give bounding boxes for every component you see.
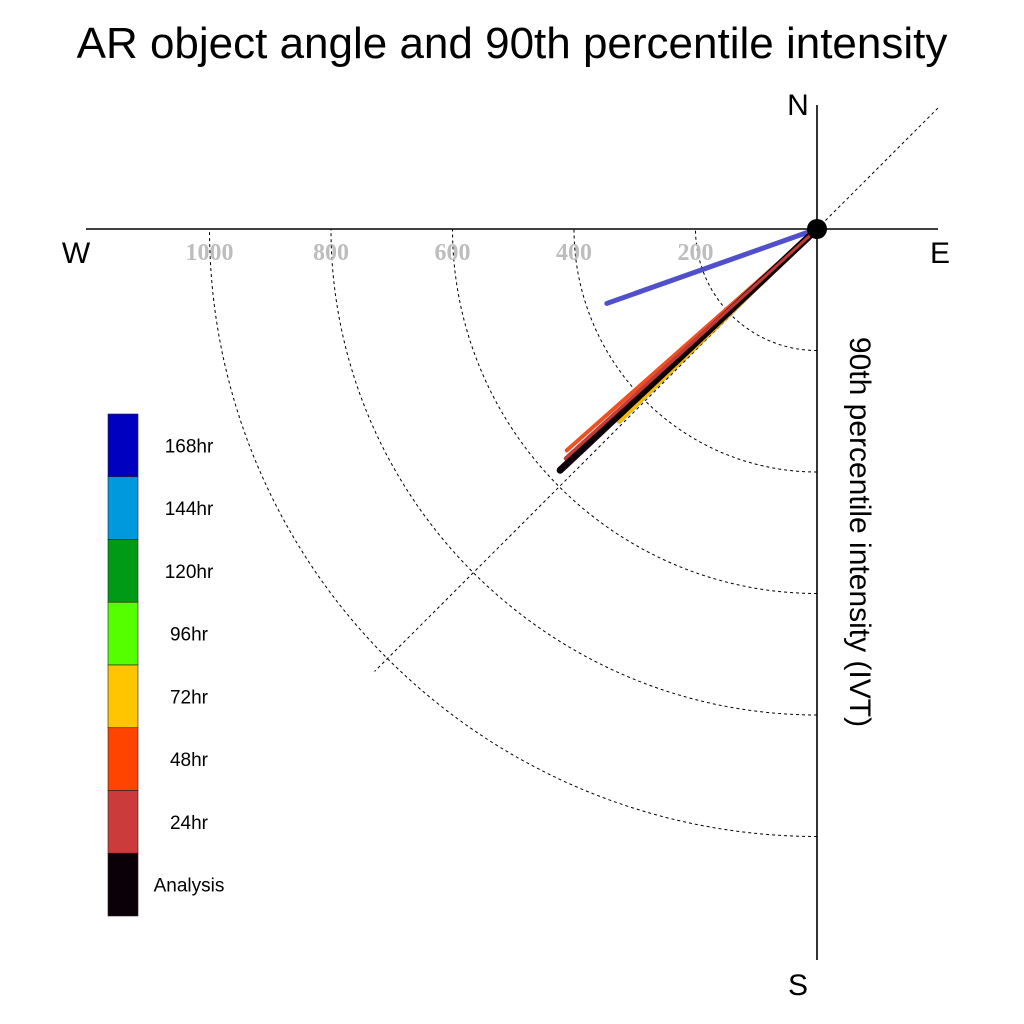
- legend-swatch-96hr: [107, 601, 139, 666]
- legend-label-analysis: Analysis: [154, 876, 225, 897]
- origin-marker: [807, 219, 827, 239]
- legend-swatch-analysis: [107, 852, 139, 917]
- east-label: E: [930, 237, 950, 270]
- intensity-axis-title: 90th percentile intensity (IVT): [843, 337, 876, 727]
- legend-swatch-120hr: [107, 539, 139, 603]
- chart-title: AR object angle and 90th percentile inte…: [77, 19, 948, 68]
- tick-label-800: 800: [313, 240, 349, 266]
- legend-label-96hr: 96hr: [170, 625, 209, 646]
- series-vectors: [556, 225, 821, 474]
- series-vector-168hr: [604, 226, 820, 306]
- radial-tick-labels: 200 400 600 800 1000: [186, 240, 714, 266]
- grid-arc-600: [452, 228, 818, 594]
- tick-label-200: 200: [678, 240, 714, 266]
- northeast-diagonal: [816, 105, 941, 230]
- tick-label-400: 400: [556, 240, 592, 266]
- legend-swatch-168hr: [107, 413, 139, 478]
- series-vector-24hr-overlay: [564, 227, 819, 460]
- north-label: N: [787, 89, 809, 122]
- legend-label-144hr: 144hr: [165, 499, 214, 520]
- legend-swatch-24hr: [107, 790, 139, 854]
- legend-label-24hr: 24hr: [170, 813, 209, 834]
- legend-swatch-48hr: [107, 727, 139, 791]
- tick-label-1000: 1000: [186, 240, 234, 266]
- legend-label-48hr: 48hr: [170, 750, 209, 771]
- legend-label-168hr: 168hr: [165, 436, 214, 457]
- west-label: W: [62, 237, 91, 270]
- grid-arc-400: [573, 228, 818, 473]
- legend-swatch-144hr: [107, 476, 139, 540]
- south-label: S: [788, 969, 808, 1002]
- grid-arc-1000: [209, 228, 818, 837]
- grid-arc-200: [695, 228, 818, 351]
- tick-label-600: 600: [435, 240, 471, 266]
- legend-label-120hr: 120hr: [165, 562, 214, 583]
- legend-swatch-72hr: [107, 664, 139, 729]
- legend: 168hr 144hr 120hr 96hr 72hr 48hr 24hr Analysis: [107, 413, 225, 917]
- grid-arc-800: [330, 228, 818, 716]
- legend-label-72hr: 72hr: [170, 687, 209, 708]
